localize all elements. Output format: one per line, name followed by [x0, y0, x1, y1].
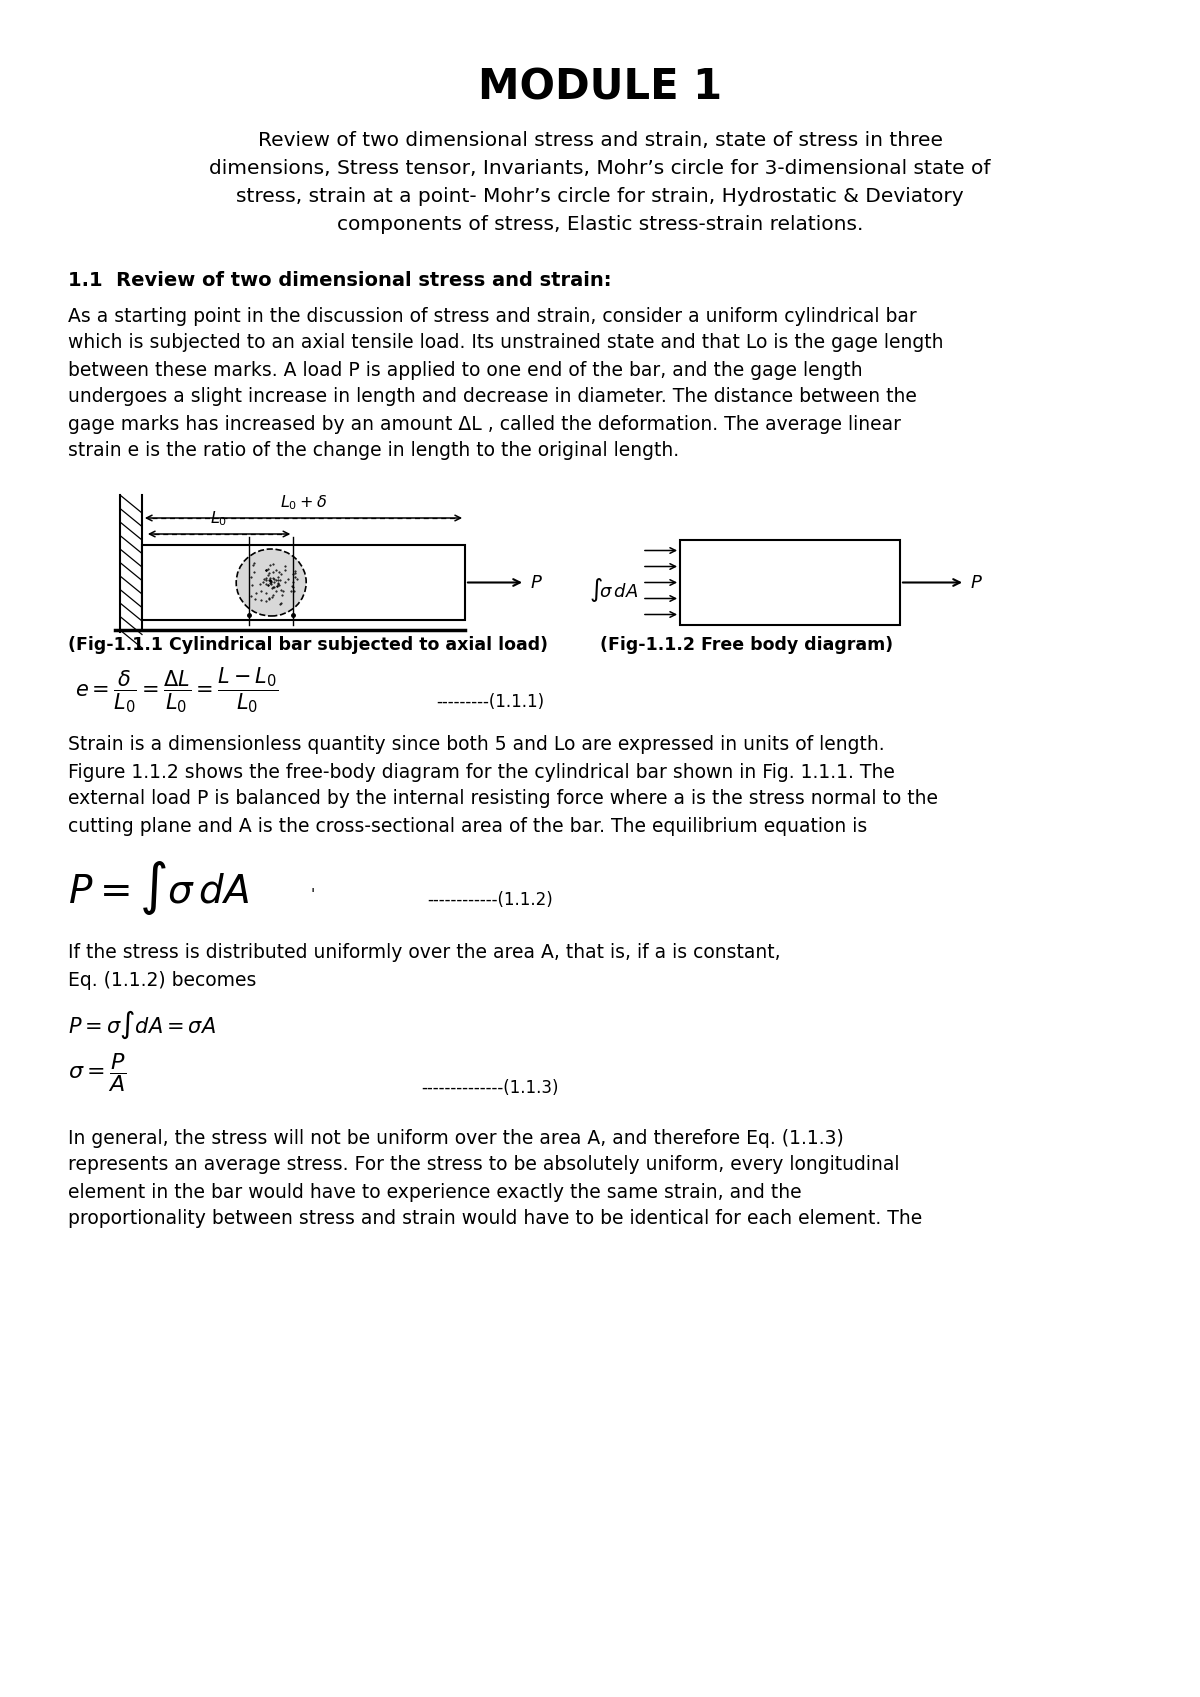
Text: Strain is a dimensionless quantity since both 5 and Lo are expressed in units of: Strain is a dimensionless quantity since…: [68, 735, 884, 755]
Text: $P$: $P$: [530, 574, 542, 592]
Text: represents an average stress. For the stress to be absolutely uniform, every lon: represents an average stress. For the st…: [68, 1156, 900, 1174]
Text: Eq. (1.1.2) becomes: Eq. (1.1.2) becomes: [68, 971, 257, 989]
Text: undergoes a slight increase in length and decrease in diameter. The distance bet: undergoes a slight increase in length an…: [68, 387, 917, 407]
Text: $P = \int \sigma \, dA$: $P = \int \sigma \, dA$: [68, 859, 250, 916]
Text: dimensions, Stress tensor, Invariants, Mohr’s circle for 3-dimensional state of: dimensions, Stress tensor, Invariants, M…: [209, 158, 991, 178]
Text: ------------(1.1.2): ------------(1.1.2): [427, 891, 553, 910]
Text: $\int\!\sigma\,dA$: $\int\!\sigma\,dA$: [589, 577, 638, 604]
Ellipse shape: [236, 550, 306, 616]
Text: stress, strain at a point- Mohr’s circle for strain, Hydrostatic & Deviatory: stress, strain at a point- Mohr’s circle…: [236, 187, 964, 205]
Text: (Fig-1.1.2 Free body diagram): (Fig-1.1.2 Free body diagram): [600, 636, 893, 653]
Text: $P$: $P$: [970, 574, 983, 592]
Text: $\sigma = \dfrac{P}{A}$: $\sigma = \dfrac{P}{A}$: [68, 1052, 127, 1095]
Text: element in the bar would have to experience exactly the same strain, and the: element in the bar would have to experie…: [68, 1183, 802, 1201]
Text: If the stress is distributed uniformly over the area A, that is, if a is constan: If the stress is distributed uniformly o…: [68, 944, 781, 962]
Text: external load P is balanced by the internal resisting force where a is the stres: external load P is balanced by the inter…: [68, 789, 938, 808]
Text: ': ': [310, 889, 314, 903]
Text: strain e is the ratio of the change in length to the original length.: strain e is the ratio of the change in l…: [68, 441, 679, 460]
Text: (Fig-1.1.1 Cylindrical bar subjected to axial load): (Fig-1.1.1 Cylindrical bar subjected to …: [68, 636, 548, 653]
Text: which is subjected to an axial tensile load. Its unstrained state and that Lo is: which is subjected to an axial tensile l…: [68, 334, 943, 353]
Text: proportionality between stress and strain would have to be identical for each el: proportionality between stress and strai…: [68, 1210, 923, 1229]
Text: In general, the stress will not be uniform over the area A, and therefore Eq. (1: In general, the stress will not be unifo…: [68, 1129, 844, 1147]
Text: between these marks. A load P is applied to one end of the bar, and the gage len: between these marks. A load P is applied…: [68, 360, 863, 380]
Text: Review of two dimensional stress and strain, state of stress in three: Review of two dimensional stress and str…: [258, 131, 942, 149]
Text: $L_0 + \delta$: $L_0 + \delta$: [280, 494, 328, 512]
Text: 1.1  Review of two dimensional stress and strain:: 1.1 Review of two dimensional stress and…: [68, 270, 612, 290]
Text: cutting plane and A is the cross-sectional area of the bar. The equilibrium equa: cutting plane and A is the cross-section…: [68, 816, 868, 835]
Bar: [680, 540, 900, 624]
Text: $e = \dfrac{\delta}{L_0} = \dfrac{\Delta L}{L_0} = \dfrac{L - L_0}{L_0}$: $e = \dfrac{\delta}{L_0} = \dfrac{\Delta…: [74, 665, 278, 714]
Text: $L_0$: $L_0$: [210, 509, 228, 528]
Text: gage marks has increased by an amount ΔL , called the deformation. The average l: gage marks has increased by an amount ΔL…: [68, 414, 901, 433]
Text: ---------(1.1.1): ---------(1.1.1): [436, 692, 544, 711]
Bar: [142, 545, 466, 619]
Text: components of stress, Elastic stress-strain relations.: components of stress, Elastic stress-str…: [337, 214, 863, 234]
Text: $P = \sigma \int dA = \sigma A$: $P = \sigma \int dA = \sigma A$: [68, 1008, 216, 1042]
Text: MODULE 1: MODULE 1: [478, 66, 722, 109]
Text: Figure 1.1.2 shows the free-body diagram for the cylindrical bar shown in Fig. 1: Figure 1.1.2 shows the free-body diagram…: [68, 762, 895, 782]
Text: As a starting point in the discussion of stress and strain, consider a uniform c: As a starting point in the discussion of…: [68, 307, 917, 326]
Text: --------------(1.1.3): --------------(1.1.3): [421, 1079, 559, 1096]
